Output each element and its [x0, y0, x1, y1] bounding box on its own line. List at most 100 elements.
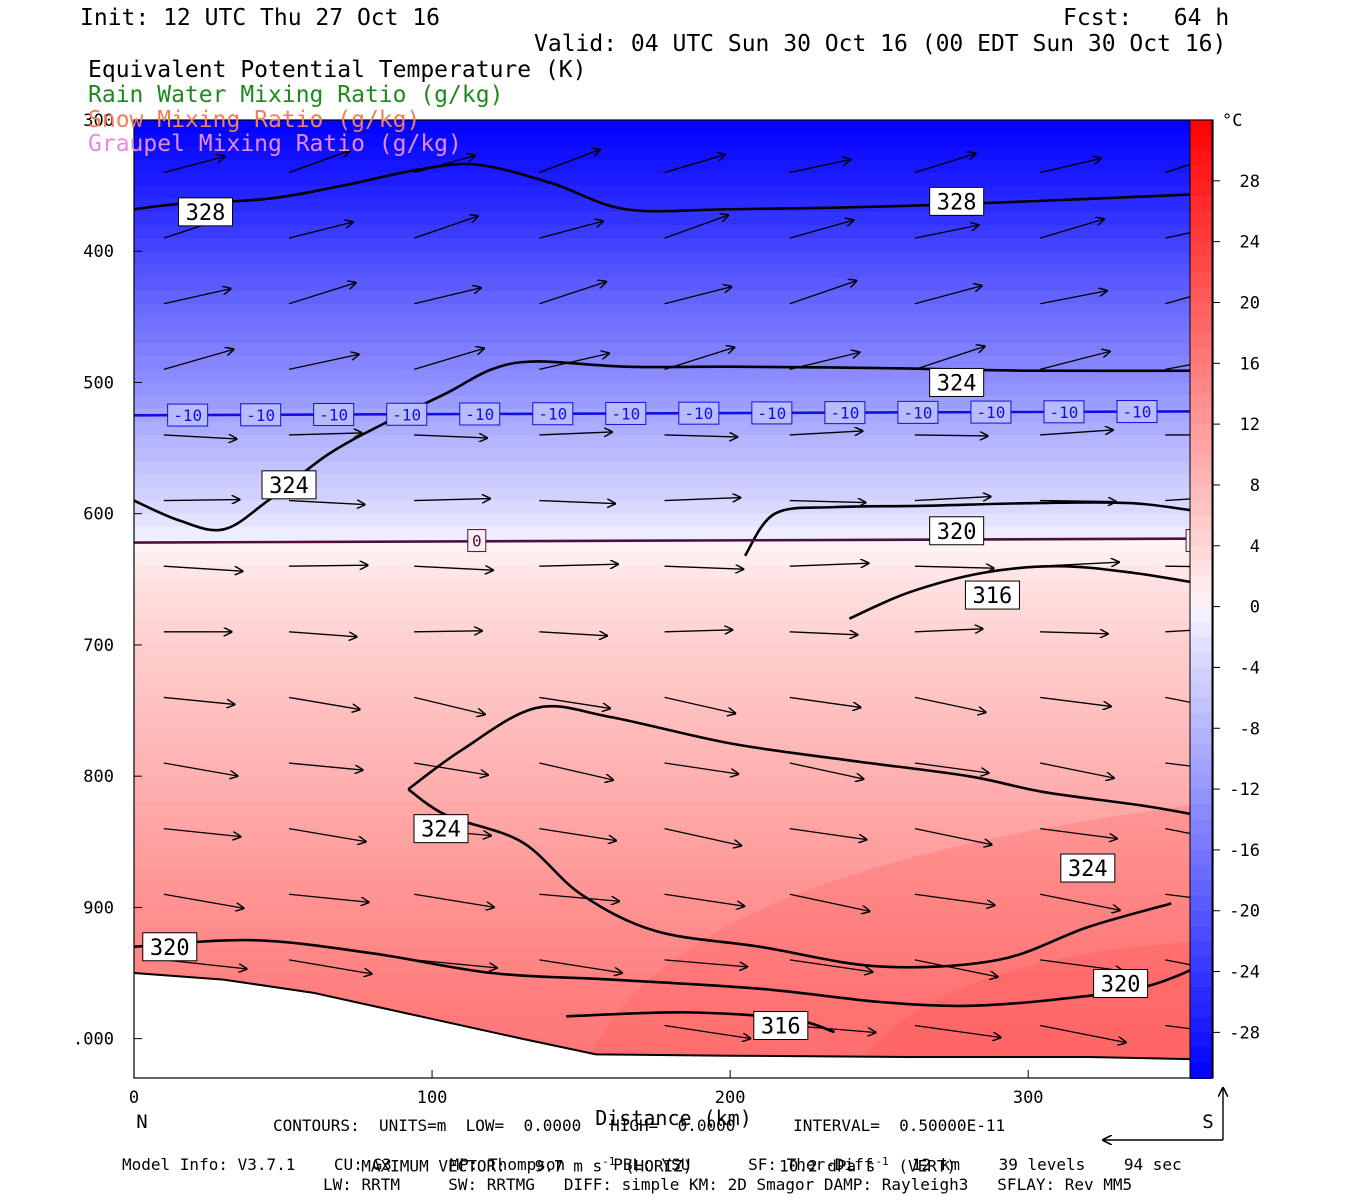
colorbar-step: [1190, 956, 1212, 973]
isotherm-label: -10: [1123, 403, 1152, 422]
colorbar-step: [1190, 424, 1212, 441]
y-tick-label: 800: [83, 767, 114, 787]
temperature-band: [134, 592, 1213, 607]
wind-vector: [163, 696, 235, 704]
colorbar-step: [1190, 1062, 1212, 1079]
wind-vector: [914, 497, 991, 501]
isotherm-label: -10: [684, 404, 713, 423]
wind-vector: [288, 828, 366, 842]
temperature-band: [134, 238, 1213, 253]
colorbar-tick-label: -12: [1229, 780, 1260, 800]
y-tick-label: 300: [83, 111, 114, 131]
footer-sup-1: -1: [602, 1155, 616, 1168]
wind-vector: [288, 631, 357, 637]
wind-vector: [789, 352, 860, 370]
plot-frame: [133, 119, 1214, 1079]
contour-label: 324: [421, 818, 461, 843]
wind-vector: [288, 150, 350, 174]
colorbar-step: [1190, 758, 1212, 775]
wind-vector: [914, 1024, 1001, 1038]
wind-vector: [664, 287, 732, 305]
wind-vector: [914, 762, 989, 773]
colorbar-tick-label: 28: [1240, 172, 1260, 192]
temperature-band: [134, 802, 1213, 817]
colorbar-step: [1190, 363, 1212, 380]
colorbar-tick-label: -24: [1229, 963, 1260, 983]
colorbar-step: [1190, 910, 1212, 927]
colorbar-step: [1190, 743, 1212, 760]
wind-vector: [288, 222, 353, 239]
wind-vector: [288, 354, 359, 370]
wind-vector: [414, 435, 487, 438]
wind-vector: [1040, 632, 1108, 634]
wind-vector: [664, 959, 748, 967]
isotherm-label-box: [313, 403, 355, 427]
colorbar-step: [1190, 180, 1212, 198]
colorbar-step: [1190, 211, 1212, 228]
contour-label: 316: [973, 584, 1013, 609]
terrain-line: [134, 972, 1213, 1061]
wind-vector: [163, 500, 240, 501]
temperature-band: [134, 290, 1213, 305]
footer-vert-suffix: (VERT): [888, 1156, 957, 1176]
temperature-band: [134, 631, 1213, 646]
colorbar-step: [1190, 591, 1212, 608]
wind-vector: [789, 220, 854, 239]
temperature-band: [134, 211, 1213, 226]
contour-label: 316: [761, 1015, 801, 1040]
temperature-band: [134, 513, 1213, 528]
temperature-band: [134, 644, 1213, 660]
colorbar-step: [1190, 241, 1212, 258]
wind-vector: [664, 154, 726, 174]
footer-sup-2: -1: [875, 1155, 889, 1168]
temperature-band: [134, 172, 1213, 187]
wind-vector: [1039, 1024, 1126, 1043]
colorbar-tick-label: -20: [1229, 902, 1260, 922]
colorbar-tick-label: 0: [1250, 598, 1260, 618]
wind-vector: [789, 563, 869, 566]
theta-e-contour-324: [407, 704, 1213, 820]
wind-vector: [914, 346, 985, 370]
temperature-band: [134, 933, 1213, 948]
colorbar-step: [1190, 637, 1212, 654]
contour-label: 320: [937, 520, 977, 545]
wind-vector: [414, 762, 488, 775]
wind-vector: [413, 348, 484, 370]
isotherm-label-box: [605, 401, 647, 425]
wind-vector: [163, 762, 238, 776]
wind-vector: [163, 435, 237, 439]
wind-vector: [664, 215, 729, 239]
colorbar-tick-label: 24: [1240, 233, 1260, 253]
isotherm-label-box: [970, 400, 1012, 424]
colorbar-step: [1190, 484, 1212, 502]
colorbar-tick-label: 20: [1240, 293, 1260, 313]
isotherm-0: [134, 537, 1213, 544]
wind-vector: [414, 566, 493, 570]
footer-model-info: Model Info: V3.7.1 CU: G3 MP: Thompson P…: [122, 1155, 1182, 1174]
colorbar-step: [1190, 135, 1212, 152]
temperature-band: [134, 697, 1213, 712]
valid-time: Valid: 04 UTC Sun 30 Oct 16 (00 EDT Sun …: [534, 31, 1227, 57]
isotherm-label: -10: [903, 403, 932, 422]
contour-label: 328: [937, 190, 977, 215]
wind-vector: [163, 959, 247, 969]
isotherm-label: -10: [1050, 403, 1079, 422]
temperature-band: [134, 986, 1213, 1001]
wind-vector: [789, 632, 858, 635]
wind-vector: [1040, 430, 1113, 436]
wind-vector: [1040, 696, 1111, 706]
temperature-band: [134, 382, 1213, 397]
temperature-band: [134, 671, 1213, 686]
colorbar-step: [1190, 1032, 1212, 1049]
wind-vector: [664, 498, 741, 501]
wind-vector: [664, 1024, 751, 1039]
colorbar-tick-label: 16: [1240, 354, 1260, 374]
x-tick-label: 100: [417, 1088, 448, 1108]
wind-vector: [539, 762, 613, 780]
colorbar-step: [1190, 378, 1212, 395]
temperature-band: [134, 146, 1213, 161]
temperature-band: [134, 828, 1213, 843]
wind-vector: [539, 564, 618, 566]
wind-vector: [1039, 893, 1120, 910]
